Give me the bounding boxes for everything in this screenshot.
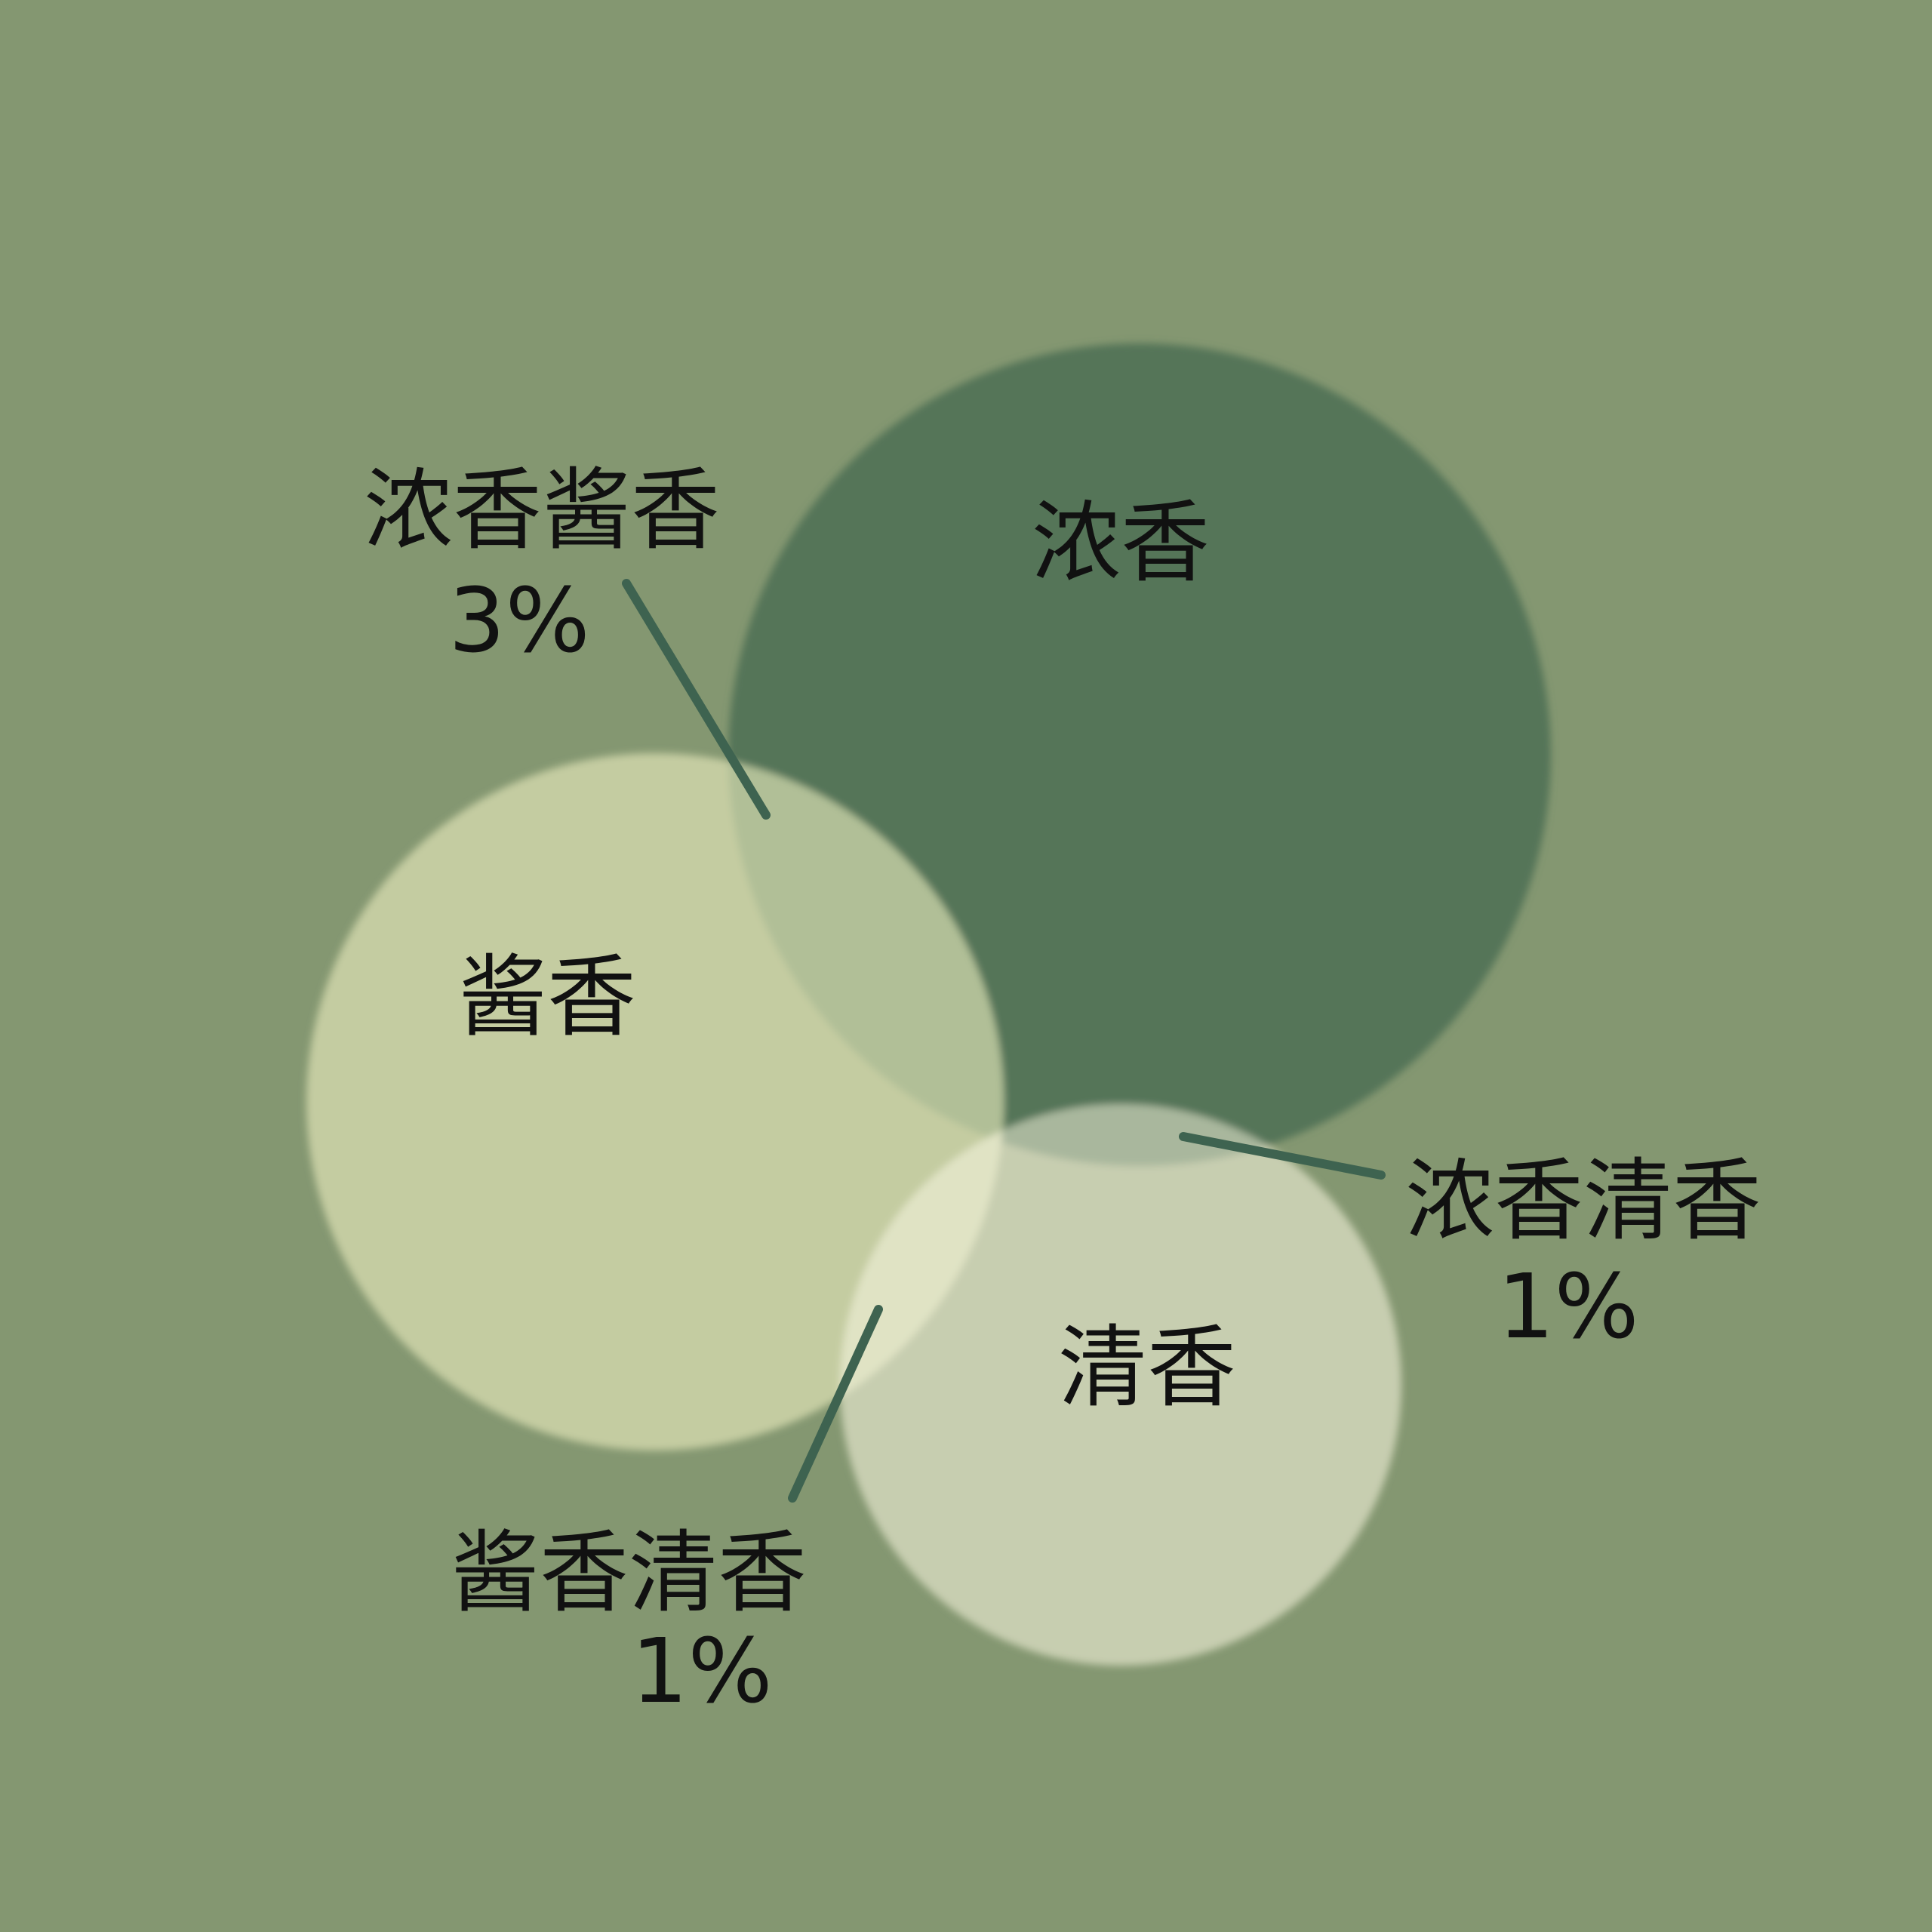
set-label-nongxiang: 浓香 <box>1032 491 1210 595</box>
leader-line-nong-jiang <box>622 579 771 820</box>
callout-value-nong-qing: 1% <box>1497 1254 1638 1358</box>
callout-name-jiang-qing: 酱香清香 <box>451 1521 807 1625</box>
circle-qingxiang <box>840 1104 1401 1666</box>
callout-value-jiang-qing: 1% <box>631 1619 772 1723</box>
callout-name-nong-jiang: 浓香酱香 <box>364 458 720 562</box>
leader-line-jiang-qing <box>788 1305 883 1503</box>
leader-line-nong-qing <box>1179 1132 1386 1180</box>
set-label-jiangxiang: 酱香 <box>458 945 636 1049</box>
set-label-qingxiang: 清香 <box>1058 1315 1236 1420</box>
callout-name-nong-qing: 浓香清香 <box>1405 1149 1761 1253</box>
overlap-nong-jiang <box>728 753 1004 1166</box>
callout-value-nong-jiang: 3% <box>448 568 589 672</box>
